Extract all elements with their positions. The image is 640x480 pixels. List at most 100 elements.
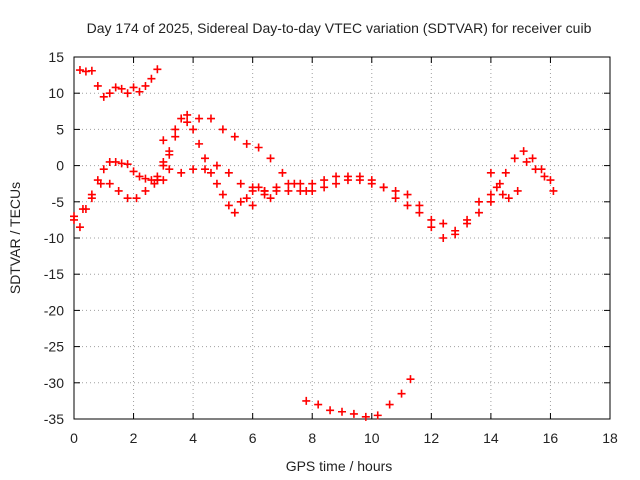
- data-point: [75, 223, 84, 232]
- chart-title: Day 174 of 2025, Sidereal Day-to-day VTE…: [87, 20, 592, 36]
- data-point: [141, 81, 150, 90]
- data-point: [326, 406, 335, 415]
- data-point: [284, 186, 293, 195]
- y-axis-label: SDTVAR / TECUs: [7, 182, 23, 294]
- x-tick-label: 12: [424, 430, 440, 446]
- data-point: [284, 179, 293, 188]
- data-point: [415, 201, 424, 210]
- data-point: [391, 186, 400, 195]
- data-point: [308, 186, 317, 195]
- data-point: [105, 179, 114, 188]
- data-point: [135, 172, 144, 181]
- data-point: [105, 89, 114, 98]
- data-point: [427, 223, 436, 232]
- x-tick-label: 0: [70, 430, 78, 446]
- data-point: [546, 176, 555, 185]
- y-tick-label: -20: [44, 302, 64, 318]
- y-tick-label: 15: [48, 49, 64, 65]
- data-point: [177, 168, 186, 177]
- data-point: [165, 165, 174, 174]
- data-point: [367, 176, 376, 185]
- data-point: [242, 194, 251, 203]
- data-point: [266, 154, 275, 163]
- data-point: [171, 125, 180, 134]
- data-point: [87, 190, 96, 199]
- data-point: [272, 183, 281, 192]
- data-point: [248, 201, 257, 210]
- data-point: [153, 65, 162, 74]
- data-points: [70, 65, 558, 421]
- data-point: [403, 190, 412, 199]
- data-point: [129, 83, 138, 92]
- data-point: [355, 172, 364, 181]
- y-tick-label: -15: [44, 266, 64, 282]
- data-point: [123, 194, 132, 203]
- x-tick-label: 14: [483, 430, 499, 446]
- data-point: [528, 154, 537, 163]
- data-point: [70, 212, 78, 221]
- data-point: [230, 208, 239, 217]
- data-point: [242, 139, 251, 148]
- series-arc-5: [159, 114, 311, 195]
- data-point: [206, 114, 215, 123]
- data-point: [540, 172, 549, 181]
- data-point: [159, 157, 168, 166]
- data-point: [510, 154, 519, 163]
- series-arc-7: [248, 172, 507, 242]
- data-point: [385, 400, 394, 409]
- data-point: [230, 132, 239, 141]
- data-point: [463, 219, 472, 228]
- data-point: [212, 179, 221, 188]
- series-arc-1: [75, 65, 162, 101]
- y-tick-label: -5: [52, 194, 65, 210]
- data-point: [78, 205, 87, 214]
- data-point: [141, 174, 150, 183]
- x-tick-label: 18: [602, 430, 618, 446]
- data-point: [379, 183, 388, 192]
- data-point: [302, 396, 311, 405]
- data-point: [123, 160, 132, 169]
- data-point: [212, 161, 221, 170]
- data-point: [513, 186, 522, 195]
- data-point: [361, 412, 370, 421]
- x-tick-label: 10: [364, 430, 380, 446]
- data-point: [159, 136, 168, 145]
- data-point: [537, 165, 546, 174]
- data-point: [206, 168, 215, 177]
- data-point: [99, 92, 108, 101]
- data-point: [474, 208, 483, 217]
- series-arc-9: [492, 147, 555, 192]
- data-point: [451, 230, 460, 239]
- data-point: [236, 197, 245, 206]
- data-point: [171, 132, 180, 141]
- data-point: [177, 114, 186, 123]
- data-point: [519, 147, 528, 156]
- data-point: [117, 84, 126, 93]
- y-tick-label: 0: [56, 158, 64, 174]
- y-tick-label: -10: [44, 230, 64, 246]
- y-tick-label: -25: [44, 339, 64, 355]
- x-tick-label: 2: [130, 430, 138, 446]
- data-point: [135, 87, 144, 96]
- data-point: [183, 110, 192, 119]
- data-point: [522, 157, 531, 166]
- data-point: [349, 409, 358, 418]
- data-point: [474, 197, 483, 206]
- data-point: [165, 147, 174, 156]
- data-point: [224, 201, 233, 210]
- data-point: [111, 83, 120, 92]
- data-point: [248, 183, 257, 192]
- data-point: [266, 194, 275, 203]
- series-arc-6: [153, 161, 495, 235]
- data-point: [397, 389, 406, 398]
- data-point: [201, 154, 210, 163]
- data-point: [195, 139, 204, 148]
- x-axis-label: GPS time / hours: [286, 458, 393, 474]
- data-point: [201, 165, 210, 174]
- data-point: [254, 143, 263, 152]
- data-point: [129, 167, 138, 176]
- y-tick-label: 10: [48, 85, 64, 101]
- data-point: [308, 179, 317, 188]
- data-point: [338, 407, 346, 416]
- data-point: [439, 219, 448, 228]
